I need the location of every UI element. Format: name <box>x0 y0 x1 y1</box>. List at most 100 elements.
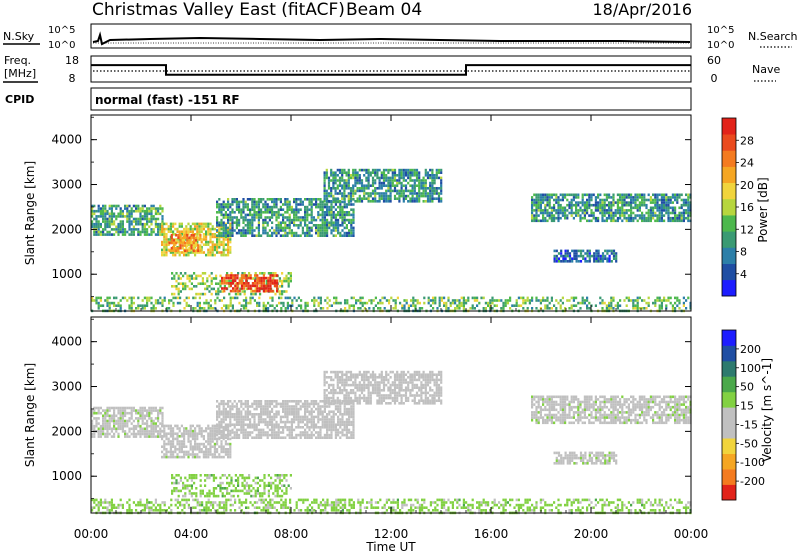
echo-cell <box>641 299 644 302</box>
echo-cell <box>196 233 199 236</box>
echo-cell <box>352 187 355 190</box>
echo-cell <box>284 200 287 204</box>
echo-cell <box>275 410 278 413</box>
echo-cell <box>604 249 607 253</box>
echo-cell <box>374 181 377 185</box>
echo-cell <box>211 427 214 430</box>
echo-cell <box>317 402 320 406</box>
echo-cell <box>102 220 105 223</box>
echo-cell <box>152 409 155 412</box>
echo-cell <box>533 219 536 223</box>
echo-cell <box>202 429 205 433</box>
echo-cell <box>95 424 98 428</box>
echo-cell <box>295 213 298 217</box>
echo-cell <box>264 400 267 403</box>
echo-cell <box>515 301 518 305</box>
echo-cell <box>250 290 253 293</box>
echo-cell <box>139 220 142 223</box>
echo-cell <box>135 207 138 210</box>
echo-cell <box>205 429 208 433</box>
echo-cell <box>380 197 383 200</box>
echo-cell <box>359 301 362 305</box>
echo-cell <box>184 285 187 288</box>
echo-cell <box>165 253 168 257</box>
echo-cell <box>299 224 302 227</box>
echo-cell <box>242 402 245 406</box>
echo-cell <box>264 216 267 219</box>
echo-cell <box>352 436 355 439</box>
echo-cell <box>277 402 280 406</box>
echo-cell <box>377 301 380 305</box>
echo-cell <box>139 427 142 431</box>
echo-cell <box>343 226 346 230</box>
echo-cell <box>178 442 181 446</box>
echo-cell <box>259 272 262 275</box>
echo-cell <box>281 272 284 275</box>
echo-cell <box>405 301 408 305</box>
echo-cell <box>594 216 597 220</box>
echo-cell <box>227 198 230 201</box>
echo-cell <box>102 228 105 231</box>
echo-cell <box>647 216 650 220</box>
echo-cell <box>325 381 328 384</box>
echo-cell <box>343 200 346 204</box>
echo-cell <box>660 216 663 220</box>
echo-cell <box>332 226 335 230</box>
echo-cell <box>539 301 542 305</box>
echo-cell <box>687 214 690 217</box>
echo-cell <box>222 248 225 252</box>
echo-cell <box>200 230 203 233</box>
echo-cell <box>139 406 142 410</box>
echo-cell <box>579 219 582 223</box>
echo-cell <box>473 299 476 302</box>
echo-cell <box>95 215 98 218</box>
echo-cell <box>233 221 236 224</box>
echo-cell <box>535 209 538 212</box>
echo-cell <box>286 198 289 201</box>
echo-cell <box>282 234 285 237</box>
echo-cell <box>236 276 239 280</box>
echo-cell <box>621 214 624 217</box>
echo-cell <box>584 257 587 260</box>
echo-cell <box>306 407 309 411</box>
echo-cell <box>224 231 227 235</box>
echo-cell <box>341 184 344 187</box>
echo-cell <box>191 251 194 254</box>
echo-cell <box>141 299 144 302</box>
echo-cell <box>356 176 359 180</box>
echo-cell <box>229 432 232 435</box>
echo-cell <box>211 225 214 228</box>
echo-cell <box>601 201 604 204</box>
echo-cell <box>268 420 271 424</box>
echo-cell <box>117 432 120 436</box>
echo-cell <box>249 413 252 416</box>
echo-cell <box>301 415 304 419</box>
echo-cell <box>495 304 498 307</box>
echo-cell <box>555 260 558 263</box>
echo-cell <box>283 290 286 293</box>
echo-cell <box>332 423 335 426</box>
echo-cell <box>108 424 111 428</box>
freq-panel: Freq. [MHz] 18 8 60 0 Nave <box>3 54 780 85</box>
echo-cell <box>126 422 129 425</box>
echo-cell <box>246 221 249 224</box>
echo-cell <box>152 419 155 423</box>
echo-cell <box>310 402 313 406</box>
echo-cell <box>566 254 569 258</box>
echo-cell <box>422 192 425 195</box>
echo-cell <box>216 221 219 224</box>
echo-cell <box>244 405 247 408</box>
echo-cell <box>588 201 591 204</box>
echo-cell <box>535 201 538 204</box>
echo-cell <box>599 198 602 202</box>
echo-cell <box>93 233 96 236</box>
echo-cell <box>198 450 201 454</box>
echo-cell <box>209 307 212 310</box>
echo-cell <box>275 433 278 437</box>
echo-cell <box>462 301 465 305</box>
echo-cell <box>360 187 364 190</box>
echo-cell <box>204 292 207 296</box>
echo-cell <box>207 233 210 236</box>
echo-cell <box>97 422 100 425</box>
